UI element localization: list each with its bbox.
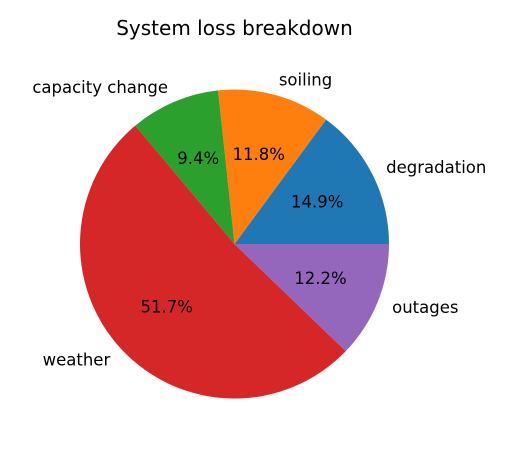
pie-slice-degradation xyxy=(234,119,389,244)
pie-pct-label-degradation: 14.9% xyxy=(291,193,343,212)
pie-slice-weather xyxy=(80,125,346,399)
pie-slice-outages xyxy=(234,244,389,352)
pie-category-label-soiling: soiling xyxy=(279,70,332,89)
pie-category-label-degradation: degradation xyxy=(386,158,486,177)
pie-pct-label-weather: 51.7% xyxy=(141,298,193,317)
pie-category-label-outages: outages xyxy=(392,298,458,317)
pie-pct-label-soiling: 11.8% xyxy=(232,145,284,164)
pie-pct-label-outages: 12.2% xyxy=(294,269,346,288)
pie-slices xyxy=(80,89,389,399)
pie-category-label-weather: weather xyxy=(43,350,111,369)
pie-slice-capacity-change xyxy=(135,90,235,245)
pie-category-label-capacity-change: capacity change xyxy=(32,78,168,97)
pie-pct-label-capacity-change: 9.4% xyxy=(177,149,219,168)
pie-labels: 14.9% degradation 11.8% soiling 9.4% capacity… xyxy=(32,70,486,369)
chart-title: System loss breakdown xyxy=(116,16,353,40)
pie-slice-soiling xyxy=(218,89,327,245)
